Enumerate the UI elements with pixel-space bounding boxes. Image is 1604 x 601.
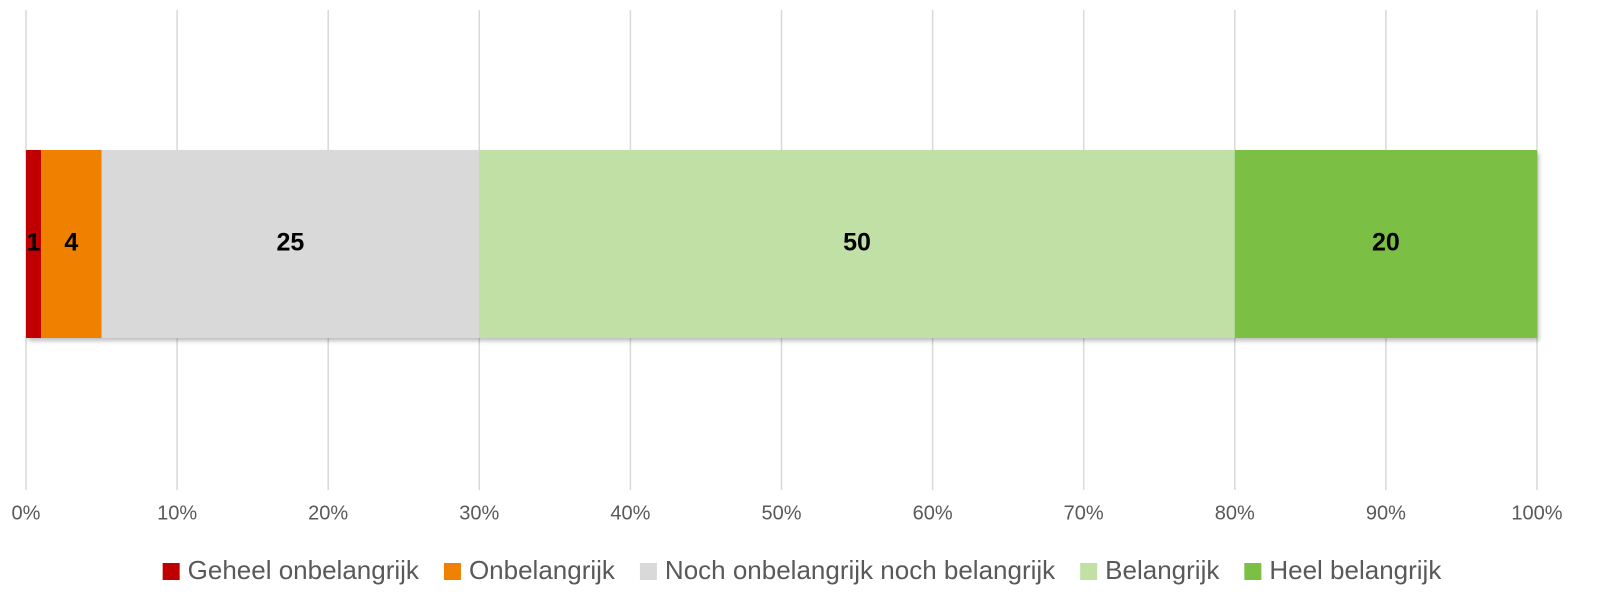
- legend-item: Heel belangrijk: [1244, 555, 1442, 585]
- legend-swatch: [1080, 563, 1098, 580]
- legend-item: Geheel onbelangrijk: [162, 555, 420, 585]
- data-label: 50: [843, 229, 871, 257]
- legend-label: Geheel onbelangrijk: [188, 555, 420, 585]
- legend-swatch: [162, 563, 180, 580]
- x-tick-label: 20%: [308, 502, 348, 524]
- x-tick-label: 60%: [913, 502, 953, 524]
- data-label: 20: [1372, 229, 1400, 257]
- bar-segment: [1234, 150, 1537, 338]
- legend-swatch: [443, 563, 461, 580]
- legend-label: Onbelangrijk: [469, 555, 616, 585]
- x-tick-label: 50%: [761, 502, 801, 524]
- legend-swatch: [639, 563, 657, 580]
- x-tick-label: 10%: [157, 502, 197, 524]
- legend-item: Belangrijk: [1080, 555, 1220, 585]
- legend-label: Noch onbelangrijk noch belangrijk: [665, 555, 1056, 585]
- x-tick-label: 30%: [459, 502, 499, 524]
- x-tick-label: 90%: [1366, 502, 1406, 524]
- legend-swatch: [1244, 563, 1262, 580]
- legend-item: Noch onbelangrijk noch belangrijk: [639, 555, 1056, 585]
- x-tick-label: 70%: [1064, 502, 1104, 524]
- data-label: 25: [277, 229, 305, 257]
- x-tick-label: 80%: [1215, 502, 1255, 524]
- legend: Geheel onbelangrijk Onbelangrijk Noch onbe…: [162, 555, 1442, 585]
- bar-segment: [479, 150, 1235, 338]
- bar-segment: [41, 150, 102, 338]
- legend-item: Onbelangrijk: [443, 555, 616, 585]
- bar-segment: [26, 150, 42, 338]
- legend-label: Heel belangrijk: [1269, 555, 1442, 585]
- bars: [26, 150, 1537, 338]
- data-label: 1: [27, 229, 41, 257]
- x-tick-label: 100%: [1511, 502, 1562, 524]
- labels: 1 4 25 50 20: [27, 229, 1400, 257]
- x-tick-label: 0%: [12, 502, 41, 524]
- x-tick-label: 40%: [610, 502, 650, 524]
- legend-label: Belangrijk: [1105, 555, 1220, 585]
- data-label: 4: [64, 229, 78, 257]
- bar-segment: [101, 150, 480, 338]
